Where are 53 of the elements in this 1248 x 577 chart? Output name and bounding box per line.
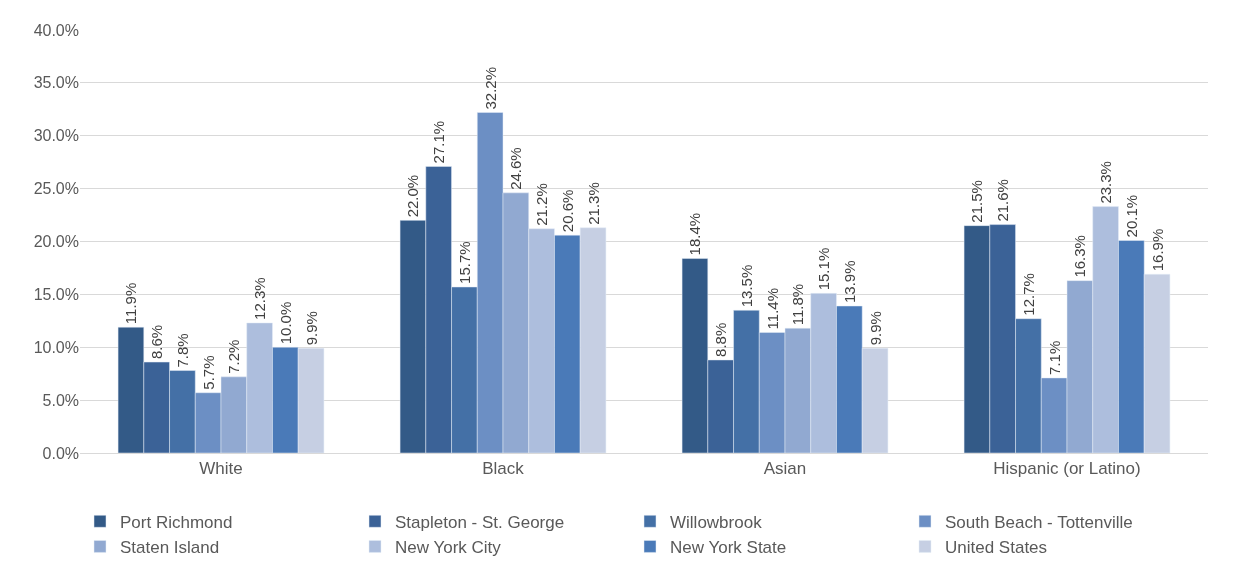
data-label: 15.7% [455, 241, 473, 284]
x-tick-label: Asian [763, 459, 807, 479]
data-label: 16.9% [1148, 228, 1166, 272]
data-label: 15.1% [815, 247, 833, 291]
legend-label: Staten Island [120, 538, 220, 558]
data-label: 5.7% [199, 355, 217, 390]
data-label: 8.6% [148, 324, 166, 360]
x-tick-label: White [199, 459, 243, 479]
x-tick-label: Black [482, 459, 525, 479]
data-label: 7.1% [1045, 340, 1063, 375]
legend-label: Port Richmond [120, 512, 233, 532]
data-label: 9.9% [866, 311, 884, 346]
data-label: 7.2% [225, 339, 243, 374]
data-label: 20.6% [558, 189, 576, 233]
x-tick-label: Hispanic (or Latino) [993, 459, 1141, 479]
data-label: 24.6% [507, 147, 525, 190]
data-label: 22.0% [404, 174, 422, 218]
data-label: 11.4% [763, 288, 781, 330]
data-label: 16.3% [1071, 235, 1089, 278]
legend-label: South Beach - Tottenville [945, 512, 1133, 532]
legend-label: Stapleton - St. George [395, 512, 565, 532]
y-tick-label: 20.0% [33, 233, 79, 251]
data-label: 8.8% [712, 322, 730, 357]
y-tick-label: 35.0% [33, 74, 79, 92]
legend-label: New York State [670, 538, 787, 558]
data-label: 32.2% [481, 66, 499, 110]
data-label: 12.7% [1019, 273, 1037, 316]
data-label: 10.0% [276, 301, 294, 345]
data-label: 13.9% [840, 260, 858, 304]
data-label: 27.1% [430, 120, 448, 164]
data-label: 12.3% [251, 277, 269, 320]
y-tick-label: 40.0% [33, 21, 79, 39]
legend-label: United States [945, 538, 1048, 558]
data-label: 21.2% [533, 183, 551, 226]
data-label: 21.3% [584, 182, 602, 225]
legend-label: Willowbrook [670, 512, 763, 532]
legend-label: New York City [395, 538, 502, 558]
data-label: 20.1% [1122, 194, 1140, 238]
data-label: 7.8% [173, 333, 191, 368]
data-label: 18.4% [686, 212, 704, 256]
y-tick-label: 25.0% [33, 180, 79, 198]
data-label: 23.3% [1097, 161, 1115, 204]
data-label: 13.5% [737, 264, 755, 308]
y-tick-label: 10.0% [33, 338, 79, 356]
data-label: 9.9% [302, 311, 320, 346]
data-label: 11.9% [122, 282, 140, 325]
y-tick-label: 5.0% [42, 391, 79, 409]
data-label: 21.5% [968, 180, 986, 223]
y-tick-label: 0.0% [42, 444, 79, 462]
data-label: 21.6% [994, 179, 1012, 222]
data-label: 11.8% [789, 283, 807, 326]
y-tick-label: 15.0% [33, 285, 79, 303]
y-tick-label: 30.0% [33, 127, 79, 145]
